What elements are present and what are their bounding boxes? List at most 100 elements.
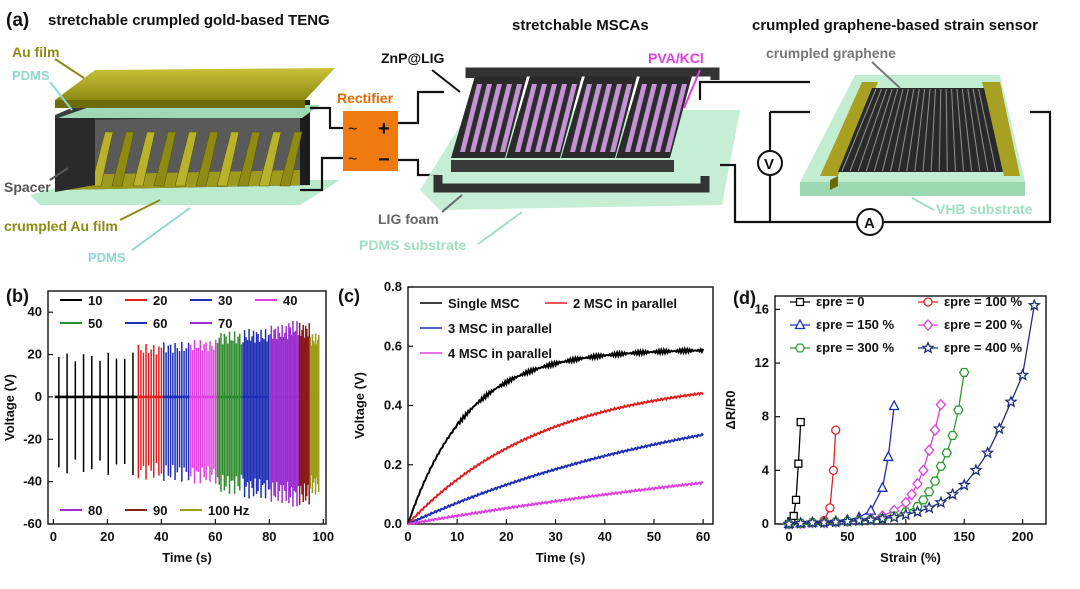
series-line (407, 391, 704, 525)
marker-diamond (929, 424, 941, 437)
x-tick-label: 100 (312, 529, 334, 544)
marker-diamond (906, 488, 918, 501)
legend-label: εpre = 150 % (816, 317, 895, 332)
legend-label: εpre = 100 % (944, 294, 1023, 309)
x-tick-label: 60 (208, 529, 222, 544)
wire-rect-msca-bottom (398, 158, 438, 177)
marker-star (910, 504, 925, 518)
x-tick-label: 200 (1012, 529, 1034, 544)
lig-foam-label: LIG foam (378, 211, 439, 227)
y-tick-label: 0.4 (384, 398, 403, 413)
graphene-ridge (938, 88, 942, 172)
x-axis-label: Time (s) (162, 550, 212, 565)
x-tick-label: 40 (154, 529, 168, 544)
sensor-left-electrode (820, 82, 878, 176)
teng-pdms-top (58, 105, 320, 118)
pdms-bottom-label: PDMS (88, 250, 126, 265)
rectifier-plus: + (378, 118, 390, 140)
au-film-label: Au film (12, 44, 59, 60)
marker-star (829, 515, 843, 528)
marker-star (805, 515, 819, 529)
series-30 (162, 341, 190, 482)
chart-d-strain-response: 0 50 100 150 200 0 4 8 12 16 Strain (%) ΔR/R0 (d) εpr… (723, 288, 1047, 565)
series-20 (137, 343, 163, 480)
crumpled-graphene-pointer (871, 61, 901, 89)
marker-star (852, 513, 866, 527)
marker-hexagon (935, 461, 947, 471)
au-fold (90, 131, 114, 187)
pva-pointer (683, 69, 701, 109)
msca-unit-connector (616, 160, 674, 172)
msca-electrode-finger (555, 84, 577, 152)
msca-units (433, 67, 720, 193)
marker-hexagon (958, 367, 970, 377)
marker-star (934, 495, 948, 509)
teng-au-film-edge (55, 100, 305, 108)
y-tick-label: 0 (762, 516, 769, 531)
au-fold (279, 131, 303, 187)
marker-hexagon (947, 430, 958, 441)
x-tick-label: 30 (548, 529, 562, 544)
marker-hexagon (923, 487, 935, 497)
legend-label: 40 (283, 293, 297, 308)
y-tick-label: 0.8 (384, 279, 402, 294)
y-axis-label: ΔR/R0 (723, 391, 738, 430)
x-tick-label: 40 (598, 529, 612, 544)
lig-foam-pointer (441, 194, 463, 213)
series-line (407, 432, 704, 525)
marker-diamond (923, 444, 935, 457)
marker-star (992, 421, 1006, 435)
series-10 (54, 352, 138, 475)
legend-label: 100 Hz (208, 503, 250, 518)
legend-label: 90 (153, 503, 167, 518)
y-tick-label: 40 (28, 304, 42, 319)
marker-star (980, 445, 995, 459)
y-tick-label: -40 (23, 474, 42, 489)
marker-square (794, 459, 803, 468)
graphene-ridge (972, 88, 989, 172)
au-fold (195, 131, 219, 187)
msca-electrode-finger (515, 84, 537, 152)
marker-star (1027, 298, 1041, 311)
x-tick-label: 100 (895, 529, 917, 544)
graphene-ridge (961, 88, 973, 172)
legend-label: 10 (88, 293, 102, 308)
msca-unit-connector (561, 160, 619, 172)
panel-label: (d) (733, 288, 756, 308)
legend-label: 50 (88, 316, 102, 331)
graphene-ridge (881, 88, 904, 172)
marker-circle (923, 297, 933, 307)
spacer-pointer (49, 167, 69, 181)
au-fold (258, 131, 282, 187)
x-tick-label: 50 (647, 529, 661, 544)
msca-electrode-finger (655, 84, 677, 152)
series-100Hz (309, 333, 320, 495)
y-tick-label: 12 (755, 355, 769, 370)
graphene-ridge (951, 88, 956, 172)
ammeter-label: A (864, 215, 875, 232)
graphene-ridge (865, 88, 893, 172)
marker-star (945, 487, 960, 501)
legend-label: 80 (88, 503, 102, 518)
pdms-bottom-pointer (131, 207, 191, 251)
msca-electrode-finger (570, 84, 592, 152)
msca-electrode-finger (460, 84, 482, 152)
rectifier-minus: − (378, 149, 390, 171)
graphene-ridge (967, 88, 981, 172)
graphene-ridge (849, 88, 882, 172)
rectifier-ac-bottom: ~ (348, 151, 357, 168)
graphene-ridges (841, 88, 997, 172)
au-fold (174, 131, 198, 187)
voltmeter-icon (757, 150, 783, 176)
znp-label: ZnP@LIG (381, 50, 445, 66)
marker-circle (828, 465, 839, 476)
y-tick-label: -60 (23, 516, 42, 531)
legend-label: 2 MSC in parallel (573, 296, 677, 311)
graphene-ridge (945, 88, 948, 172)
marker-triangle (882, 450, 894, 462)
msca-device (420, 67, 740, 210)
series-line (788, 305, 1035, 525)
panel-a-label: (a) (6, 10, 29, 31)
au-film-pointer (54, 58, 85, 79)
marker-star (1004, 395, 1018, 408)
